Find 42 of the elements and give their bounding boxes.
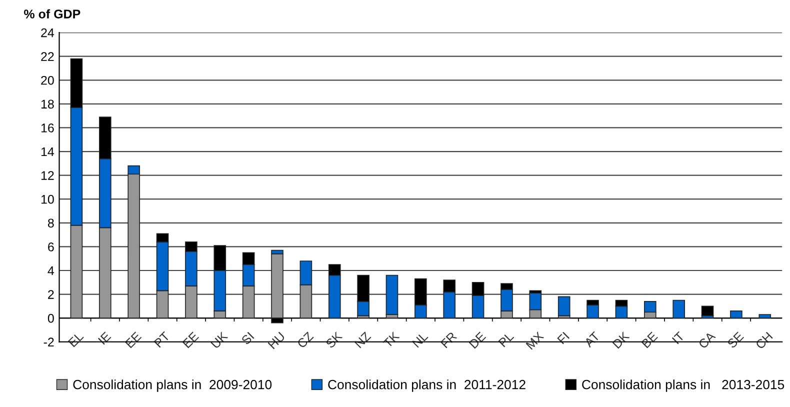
y-tick-label: 0 [48, 314, 54, 323]
y-tick-label: 12 [41, 171, 54, 180]
y-axis-title: % of GDP [24, 9, 80, 18]
x-tick-label: HU [268, 332, 286, 350]
y-tick-label: 18 [41, 100, 54, 109]
bar [701, 306, 714, 316]
x-tick-label: EL [68, 331, 84, 348]
bar [386, 274, 398, 315]
y-tick-label: 2 [48, 290, 54, 299]
x-tick-label: EE [182, 331, 199, 348]
y-tick-label: 22 [41, 52, 54, 61]
bar [672, 300, 685, 319]
x-tick-label: IE [98, 331, 112, 345]
x-tick-label: FR [440, 332, 458, 348]
x-tick-label: IT [672, 331, 685, 344]
x-tick-label: CH [755, 332, 773, 350]
y-tick-label: 8 [48, 218, 54, 228]
x-tick-label: DE [468, 331, 486, 349]
x-tick-label: EE [124, 331, 142, 348]
legend-label: Consolidation plans in 2013-2015 [582, 380, 784, 392]
x-tick-label: SI [240, 332, 254, 346]
y-tick-label: 4 [48, 266, 54, 276]
x-tick-label: CZ [296, 331, 314, 349]
bar [758, 314, 772, 319]
x-tick-label: PT [154, 331, 170, 348]
y-tick-label: 24 [41, 28, 54, 38]
y-tick-label: 16 [41, 124, 54, 132]
legend-label: Consolidation plans in 2011-2012 [328, 380, 526, 392]
x-tick-label: DK [612, 331, 630, 349]
x-tick-label: FI [557, 332, 570, 344]
y-tick-label: 10 [41, 194, 54, 204]
x-tick-label: UK [210, 331, 228, 349]
legend-label: Consolidation plans in 2009-2010 [73, 380, 272, 392]
x-tick-label: PL [498, 331, 514, 348]
bar [730, 310, 742, 319]
y-tick-label: 6 [48, 242, 54, 252]
bar [558, 296, 570, 316]
y-tick-label: 14 [41, 147, 54, 156]
y-tick-label: -2 [44, 338, 54, 346]
x-tick-label: MX [526, 331, 544, 350]
x-tick-label: CA [698, 331, 716, 350]
y-tick-label: 20 [41, 76, 54, 85]
